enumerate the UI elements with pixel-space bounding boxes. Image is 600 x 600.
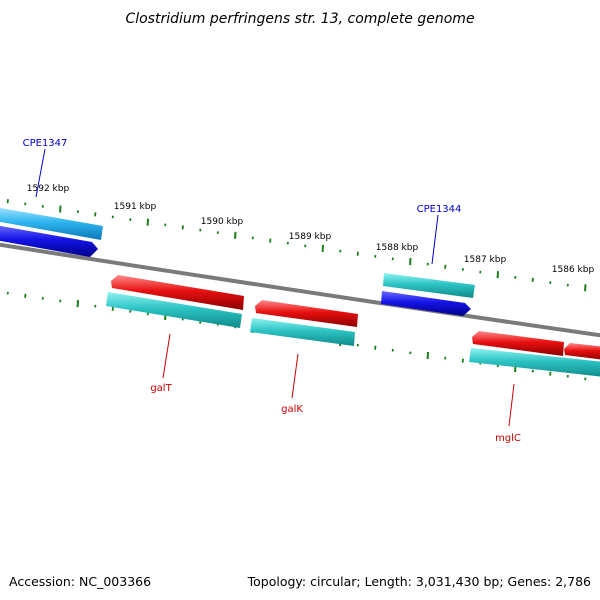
leader-mglC bbox=[508, 383, 515, 427]
map-title: Clostridium perfringens str. 13, complet… bbox=[125, 11, 474, 27]
cds-galK-cyan[interactable] bbox=[250, 318, 355, 346]
leader-galK bbox=[291, 353, 299, 399]
cds-galT-arrow[interactable] bbox=[111, 275, 244, 310]
scale-label-1592: 1592 kbp bbox=[27, 184, 70, 194]
genome-backbone bbox=[0, 242, 600, 338]
accession-text: Accession: NC_003366 bbox=[9, 574, 151, 589]
scale-label-1586: 1586 kbp bbox=[552, 265, 595, 275]
cds-galK-arrow[interactable] bbox=[255, 300, 358, 327]
cds-mglC-arrow[interactable] bbox=[472, 331, 564, 356]
scale-ticks-upper bbox=[6, 199, 587, 292]
genome-summary-text: Topology: circular; Length: 3,031,430 bp… bbox=[247, 574, 591, 589]
cds-mglC-cyan[interactable] bbox=[469, 348, 600, 377]
gene-label-galT[interactable]: galT bbox=[150, 383, 172, 394]
scale-label-1587: 1587 kbp bbox=[464, 255, 507, 265]
cds-upper-track bbox=[0, 207, 475, 316]
gene-label-mglC[interactable]: mglC bbox=[495, 433, 521, 444]
scale-label-1590: 1590 kbp bbox=[201, 217, 244, 227]
gene-label-CPE1347[interactable]: CPE1347 bbox=[23, 138, 68, 149]
gene-label-CPE1344[interactable]: CPE1344 bbox=[417, 204, 462, 215]
scale-label-1588: 1588 kbp bbox=[376, 243, 419, 253]
cds-CPE1347-arrow[interactable] bbox=[0, 225, 98, 257]
scale-label-1591: 1591 kbp bbox=[114, 202, 157, 212]
leader-CPE1344 bbox=[431, 214, 439, 265]
scale-labels: 1592 kbp 1591 kbp 1590 kbp 1589 kbp 1588… bbox=[27, 184, 595, 275]
cds-CPE1344-cyan[interactable] bbox=[383, 273, 475, 298]
leader-galT bbox=[162, 333, 171, 379]
cds-lower-track bbox=[106, 275, 600, 377]
leader-CPE1347 bbox=[35, 148, 46, 198]
gene-labels: CPE1347 CPE1344 galT galK mglC bbox=[23, 138, 521, 444]
cds-CPE1344-arrow[interactable] bbox=[381, 291, 471, 316]
cds-galT-cyan[interactable] bbox=[106, 292, 242, 328]
gene-label-galK[interactable]: galK bbox=[281, 404, 303, 415]
cds-CPE1347-light[interactable] bbox=[0, 207, 103, 240]
scale-label-1589: 1589 kbp bbox=[289, 232, 332, 242]
cds-next-arrow[interactable] bbox=[564, 343, 600, 360]
